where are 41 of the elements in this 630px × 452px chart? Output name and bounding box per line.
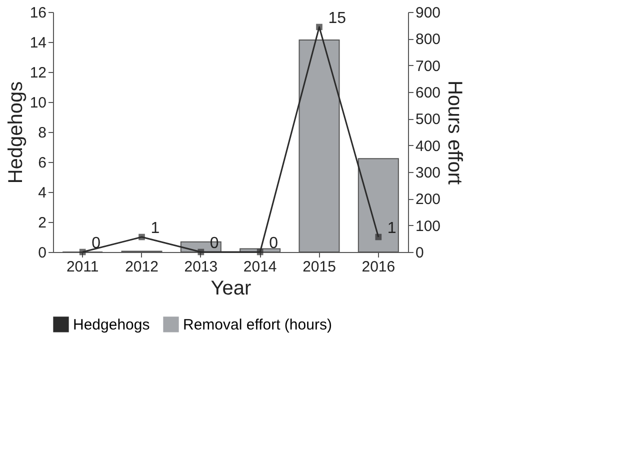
y2-tick-label: 300 <box>416 164 441 182</box>
legend-label: Hedgehogs <box>73 316 150 334</box>
y2-tick-label: 200 <box>416 191 441 208</box>
y-tick-label: 8 <box>38 124 46 142</box>
point <box>79 248 86 256</box>
x-tick-label: 2012 <box>125 258 158 276</box>
x-tick-label: 2014 <box>243 258 277 276</box>
y2-tick-label: 400 <box>416 138 441 155</box>
y2-tick-label: 700 <box>416 58 441 75</box>
point <box>256 248 264 256</box>
y2-tick-label: 800 <box>416 31 441 48</box>
data-label: 15 <box>328 10 346 27</box>
y-tick-label: 12 <box>30 64 46 82</box>
y-tick-label: 2 <box>38 214 46 232</box>
x-axis-title: Year <box>210 278 252 300</box>
y2-tick-label: 100 <box>416 218 441 235</box>
x-tick-label: 2011 <box>66 258 99 276</box>
y2-tick-label: 600 <box>416 84 441 102</box>
y-tick-label: 0 <box>38 244 46 262</box>
data-label: 1 <box>387 220 396 237</box>
x-tick-label: 2015 <box>302 258 336 276</box>
point <box>375 234 382 240</box>
point <box>198 248 204 256</box>
point <box>138 234 145 240</box>
point <box>316 24 322 30</box>
y-tick-label: 14 <box>30 34 46 52</box>
y2-tick-label: 900 <box>416 4 441 22</box>
y-tick-label: 6 <box>38 154 46 172</box>
y-tick-label: 4 <box>38 184 46 202</box>
x-tick-label: 2016 <box>362 258 396 276</box>
y2-tick-label: 0 <box>416 244 424 262</box>
y-tick-label: 16 <box>30 4 46 22</box>
y2-tick-label: 500 <box>416 111 441 128</box>
legend-label: Removal effort (hours) <box>183 316 332 334</box>
y2-axis-title: Hours effort <box>444 80 466 185</box>
data-label: 0 <box>269 235 278 252</box>
data-label: 0 <box>92 235 101 252</box>
x-tick-label: 2013 <box>184 258 218 276</box>
y-axis-title: Hedgehogs <box>4 81 27 184</box>
y-tick-label: 10 <box>30 94 46 112</box>
data-label: 1 <box>150 220 160 237</box>
